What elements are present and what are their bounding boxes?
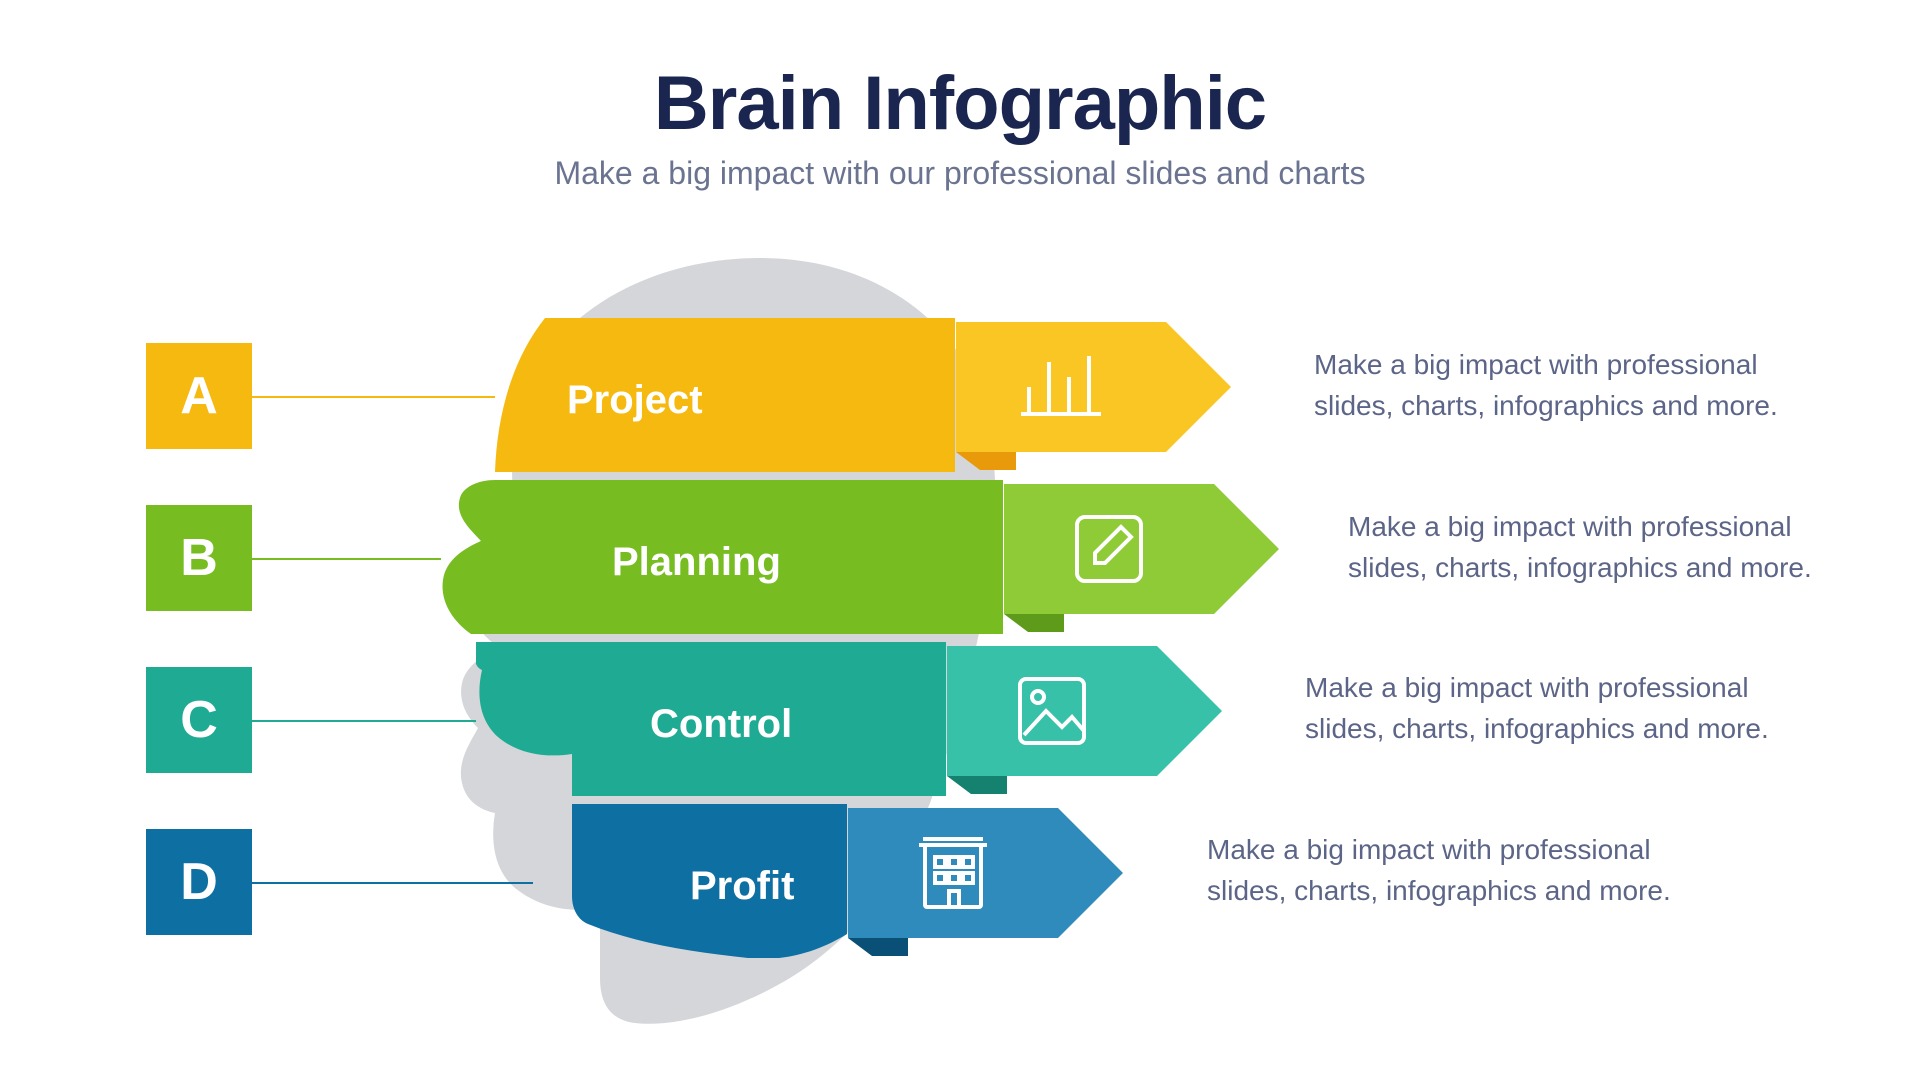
ribbon-fold	[956, 452, 1016, 470]
connector-line	[252, 720, 476, 722]
letter-box-b: B	[146, 505, 252, 611]
page-title: Brain Infographic	[0, 60, 1920, 147]
ribbon-fold	[947, 776, 1007, 794]
arrow-tip	[1058, 808, 1123, 938]
bar-chart-icon	[956, 322, 1166, 452]
building-icon	[848, 808, 1058, 938]
arrow-tip	[1214, 484, 1279, 614]
arrow-tab	[1004, 484, 1279, 614]
band-label: Planning	[612, 540, 781, 585]
infographic-stage: Brain Infographic Make a big impact with…	[0, 0, 1920, 1081]
arrow-tab	[848, 808, 1123, 938]
ribbon-fold	[1004, 614, 1064, 632]
connector-line	[252, 558, 441, 560]
row-description: Make a big impact with professional slid…	[1305, 668, 1825, 749]
arrow-tip	[1166, 322, 1231, 452]
arrow-tip	[1157, 646, 1222, 776]
arrow-tab	[956, 322, 1231, 452]
band-label: Project	[567, 378, 703, 423]
pencil-square-icon	[1004, 484, 1214, 614]
row-description: Make a big impact with professional slid…	[1314, 345, 1834, 426]
arrow-tab	[947, 646, 1222, 776]
ribbon-fold	[848, 938, 908, 956]
band-label: Control	[650, 702, 792, 747]
row-description: Make a big impact with professional slid…	[1348, 507, 1868, 588]
head-band-a	[495, 318, 955, 472]
connector-line	[252, 882, 533, 884]
connector-line	[252, 396, 495, 398]
letter-box-d: D	[146, 829, 252, 935]
letter-box-c: C	[146, 667, 252, 773]
letter-box-a: A	[146, 343, 252, 449]
row-description: Make a big impact with professional slid…	[1207, 830, 1727, 911]
image-icon	[947, 646, 1157, 776]
page-subtitle: Make a big impact with our professional …	[0, 155, 1920, 192]
band-label: Profit	[690, 864, 794, 909]
